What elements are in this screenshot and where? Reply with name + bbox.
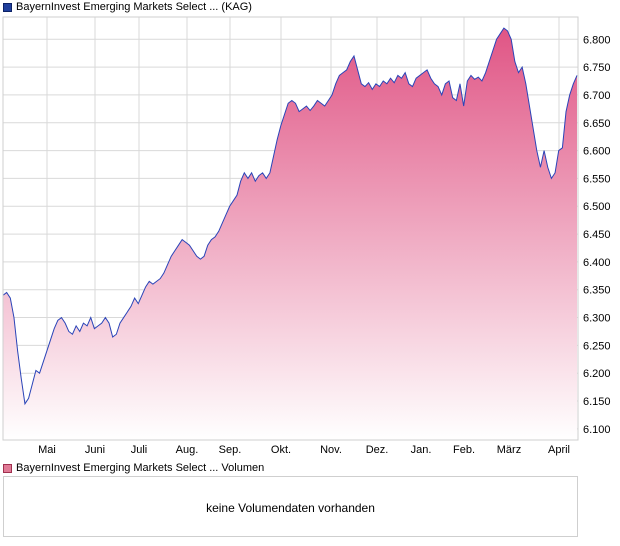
price-area — [3, 28, 577, 440]
y-tick-label: 6.450 — [583, 229, 611, 241]
x-tick-label: April — [548, 444, 570, 456]
y-tick-label: 6.300 — [583, 313, 611, 325]
x-tick-label: Okt. — [271, 444, 291, 456]
y-tick-label: 6.550 — [583, 173, 611, 185]
volume-empty-message: keine Volumendaten vorhanden — [206, 501, 375, 515]
x-tick-label: Juni — [85, 444, 105, 456]
price-legend-label: BayernInvest Emerging Markets Select ...… — [16, 1, 252, 13]
price-legend: BayernInvest Emerging Markets Select ...… — [3, 0, 252, 14]
y-axis: 6.100 6.150 6.200 6.250 6.300 6.350 6.400 6.450… — [583, 34, 611, 436]
x-tick-label: Mai — [38, 444, 56, 456]
y-tick-label: 6.600 — [583, 146, 611, 158]
price-chart: 6.100 6.150 6.200 6.250 6.300 6.350 6.400 6.450… — [2, 16, 611, 456]
x-tick-label: März — [497, 444, 521, 456]
y-tick-label: 6.150 — [583, 396, 611, 408]
y-tick-label: 6.250 — [583, 340, 611, 352]
y-tick-label: 6.700 — [583, 90, 611, 102]
x-axis: Mai Juni Juli Aug. Sep. Okt. Nov. Dez. Jan. Feb. M… — [38, 444, 570, 456]
plot-frame — [2, 16, 579, 441]
price-line — [3, 27, 578, 406]
x-tick-label: Juli — [131, 444, 148, 456]
volume-legend-swatch — [3, 463, 12, 473]
volume-legend: BayernInvest Emerging Markets Select ...… — [3, 461, 264, 475]
y-tick-label: 6.350 — [583, 285, 611, 297]
x-tick-label: Nov. — [320, 444, 342, 456]
price-legend-swatch — [3, 2, 12, 12]
y-tick-label: 6.500 — [583, 201, 611, 213]
x-tick-label: Jan. — [411, 444, 432, 456]
volume-legend-label: BayernInvest Emerging Markets Select ...… — [16, 462, 265, 474]
x-tick-label: Aug. — [176, 444, 199, 456]
y-tick-label: 6.200 — [583, 368, 611, 380]
y-tick-label: 6.650 — [583, 118, 611, 130]
y-tick-label: 6.100 — [583, 424, 611, 436]
x-tick-label: Dez. — [366, 444, 389, 456]
y-tick-label: 6.400 — [583, 257, 611, 269]
x-tick-label: Sep. — [219, 444, 242, 456]
volume-panel: keine Volumendaten vorhanden — [3, 476, 578, 537]
y-tick-label: 6.750 — [583, 62, 611, 74]
y-tick-label: 6.800 — [583, 34, 611, 46]
x-tick-label: Feb. — [453, 444, 475, 456]
